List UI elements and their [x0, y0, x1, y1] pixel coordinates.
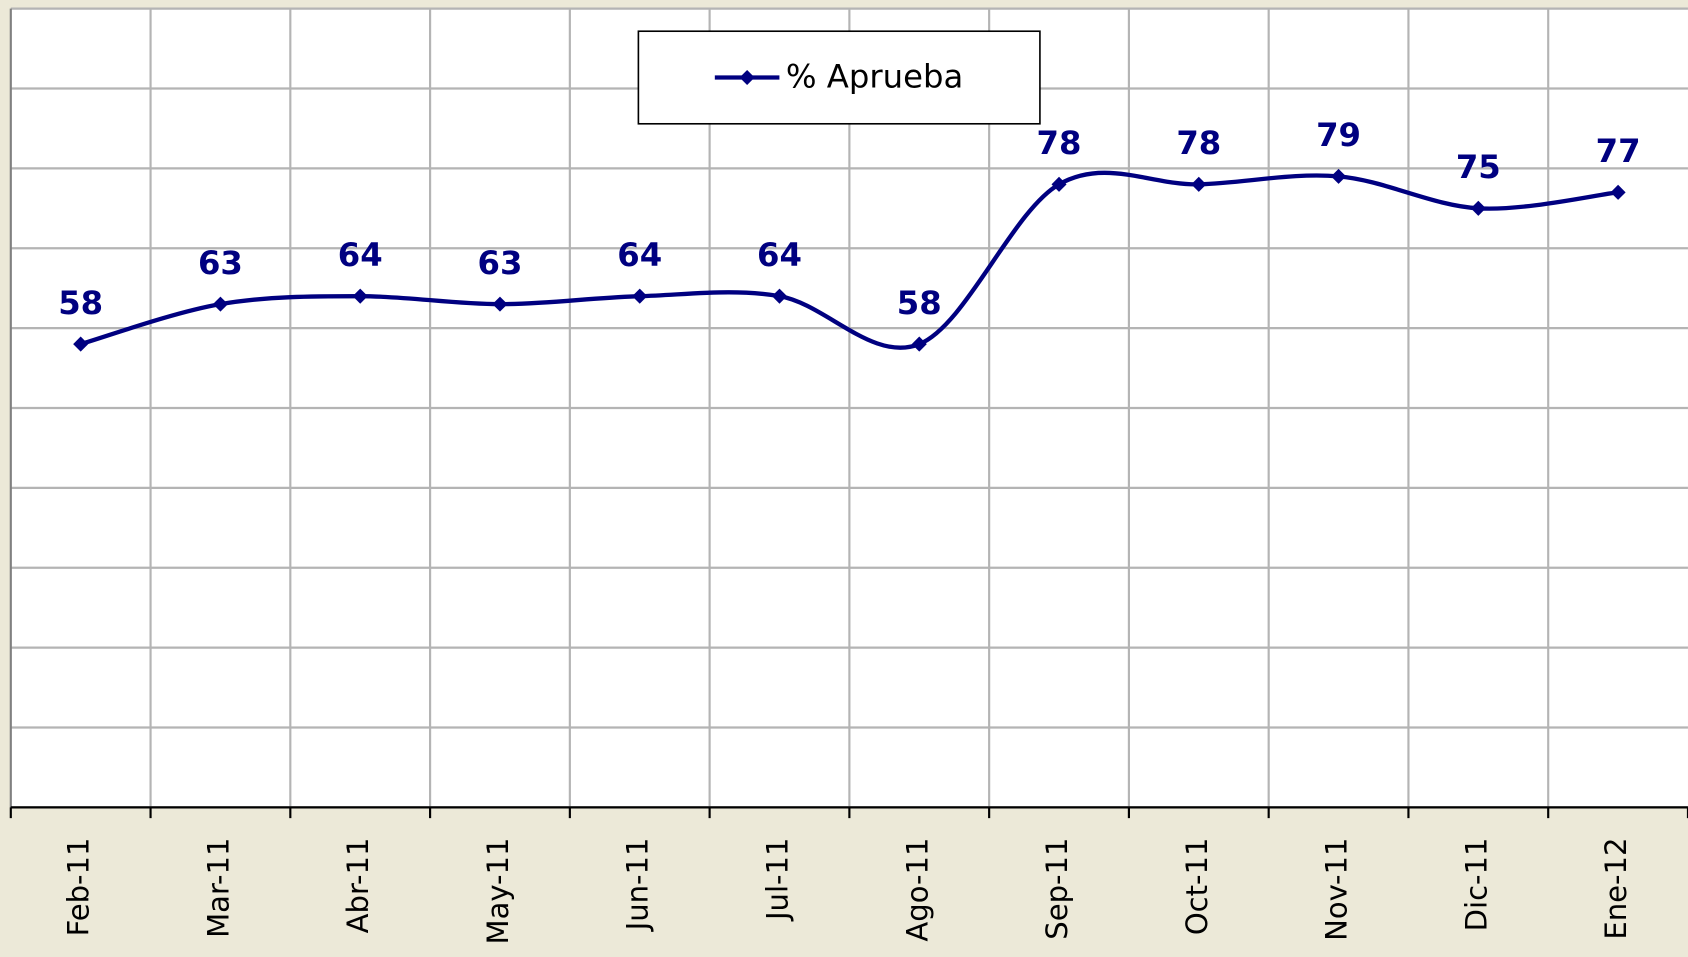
x-tick-label: Abr-11 — [341, 838, 375, 934]
x-tick-label: Ago-11 — [900, 838, 934, 942]
data-label: 58 — [58, 284, 103, 322]
x-tick-label: Feb-11 — [62, 838, 96, 937]
x-tick-label: Dic-11 — [1459, 838, 1493, 932]
marker — [73, 336, 89, 352]
x-tick-label: Ene-12 — [1599, 838, 1633, 940]
data-label: 78 — [1176, 124, 1221, 162]
marker — [1051, 176, 1067, 192]
data-label: 78 — [1037, 124, 1082, 162]
data-label: 64 — [338, 236, 383, 274]
marker — [1191, 176, 1207, 192]
x-tick-label: Sep-11 — [1040, 838, 1074, 940]
x-tick-label: Nov-11 — [1320, 838, 1354, 941]
line — [80, 170, 1619, 350]
x-tick-label: Mar-11 — [201, 838, 235, 938]
data-label: 63 — [478, 244, 523, 282]
data-label: 58 — [897, 284, 942, 322]
x-tick-label: Oct-11 — [1180, 838, 1214, 936]
x-tick-label: May-11 — [481, 838, 515, 945]
data-label: 63 — [198, 244, 243, 282]
marker — [212, 296, 228, 312]
data-label: 75 — [1456, 148, 1501, 186]
data-label: 79 — [1316, 116, 1361, 154]
data-label: 77 — [1596, 132, 1641, 170]
legend-label: % Aprueba — [786, 58, 963, 96]
data-label: 64 — [757, 236, 802, 274]
marker — [1610, 184, 1626, 200]
x-tick-label: Jul-11 — [761, 838, 795, 923]
legend-box — [637, 30, 1041, 125]
x-tick-label: Jun-11 — [621, 838, 655, 933]
legend-marker — [739, 69, 755, 86]
data-label: 64 — [617, 236, 662, 274]
legend: % Aprueba — [637, 30, 1041, 125]
marker — [492, 296, 508, 312]
